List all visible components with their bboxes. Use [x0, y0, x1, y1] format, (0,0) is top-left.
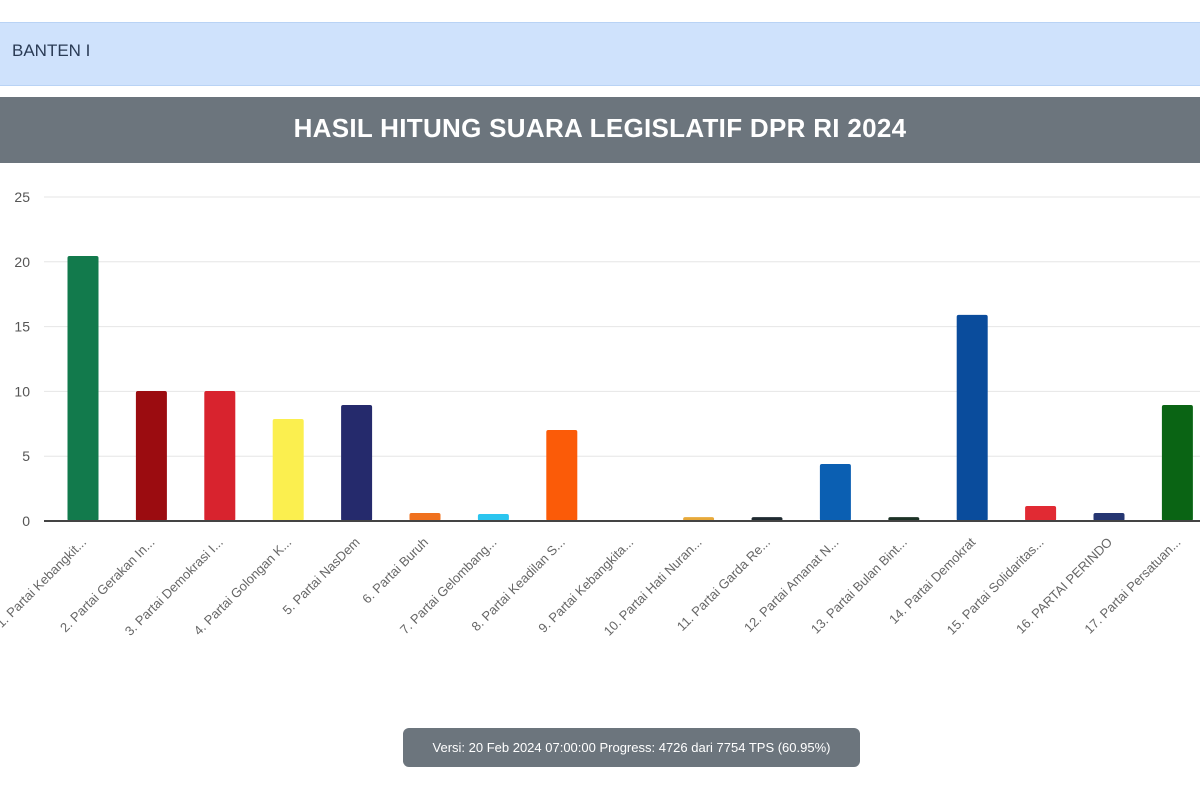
y-tick-label: 0 — [22, 513, 30, 529]
bar — [477, 514, 509, 521]
y-tick-label: 25 — [14, 189, 30, 205]
bar — [204, 391, 236, 521]
bar — [67, 255, 99, 521]
bar — [341, 405, 373, 521]
x-tick-label: 6. Partai Buruh — [359, 535, 431, 607]
page-title: HASIL HITUNG SUARA LEGISLATIF DPR RI 202… — [0, 97, 1200, 163]
version-progress-badge: Versi: 20 Feb 2024 07:00:00 Progress: 47… — [403, 728, 860, 767]
bar — [546, 430, 578, 521]
bar — [409, 512, 441, 521]
bar — [1161, 405, 1193, 521]
y-tick-label: 10 — [14, 383, 30, 399]
bar — [1093, 512, 1125, 521]
region-banner: BANTEN I — [0, 22, 1200, 86]
region-label: BANTEN I — [12, 41, 91, 60]
y-tick-label: 5 — [22, 448, 30, 464]
bar — [956, 314, 988, 521]
bar — [819, 463, 851, 521]
bar — [135, 391, 167, 521]
y-tick-label: 20 — [14, 254, 30, 270]
bar — [272, 419, 304, 521]
bar — [1025, 505, 1057, 521]
y-tick-label: 15 — [14, 319, 30, 335]
